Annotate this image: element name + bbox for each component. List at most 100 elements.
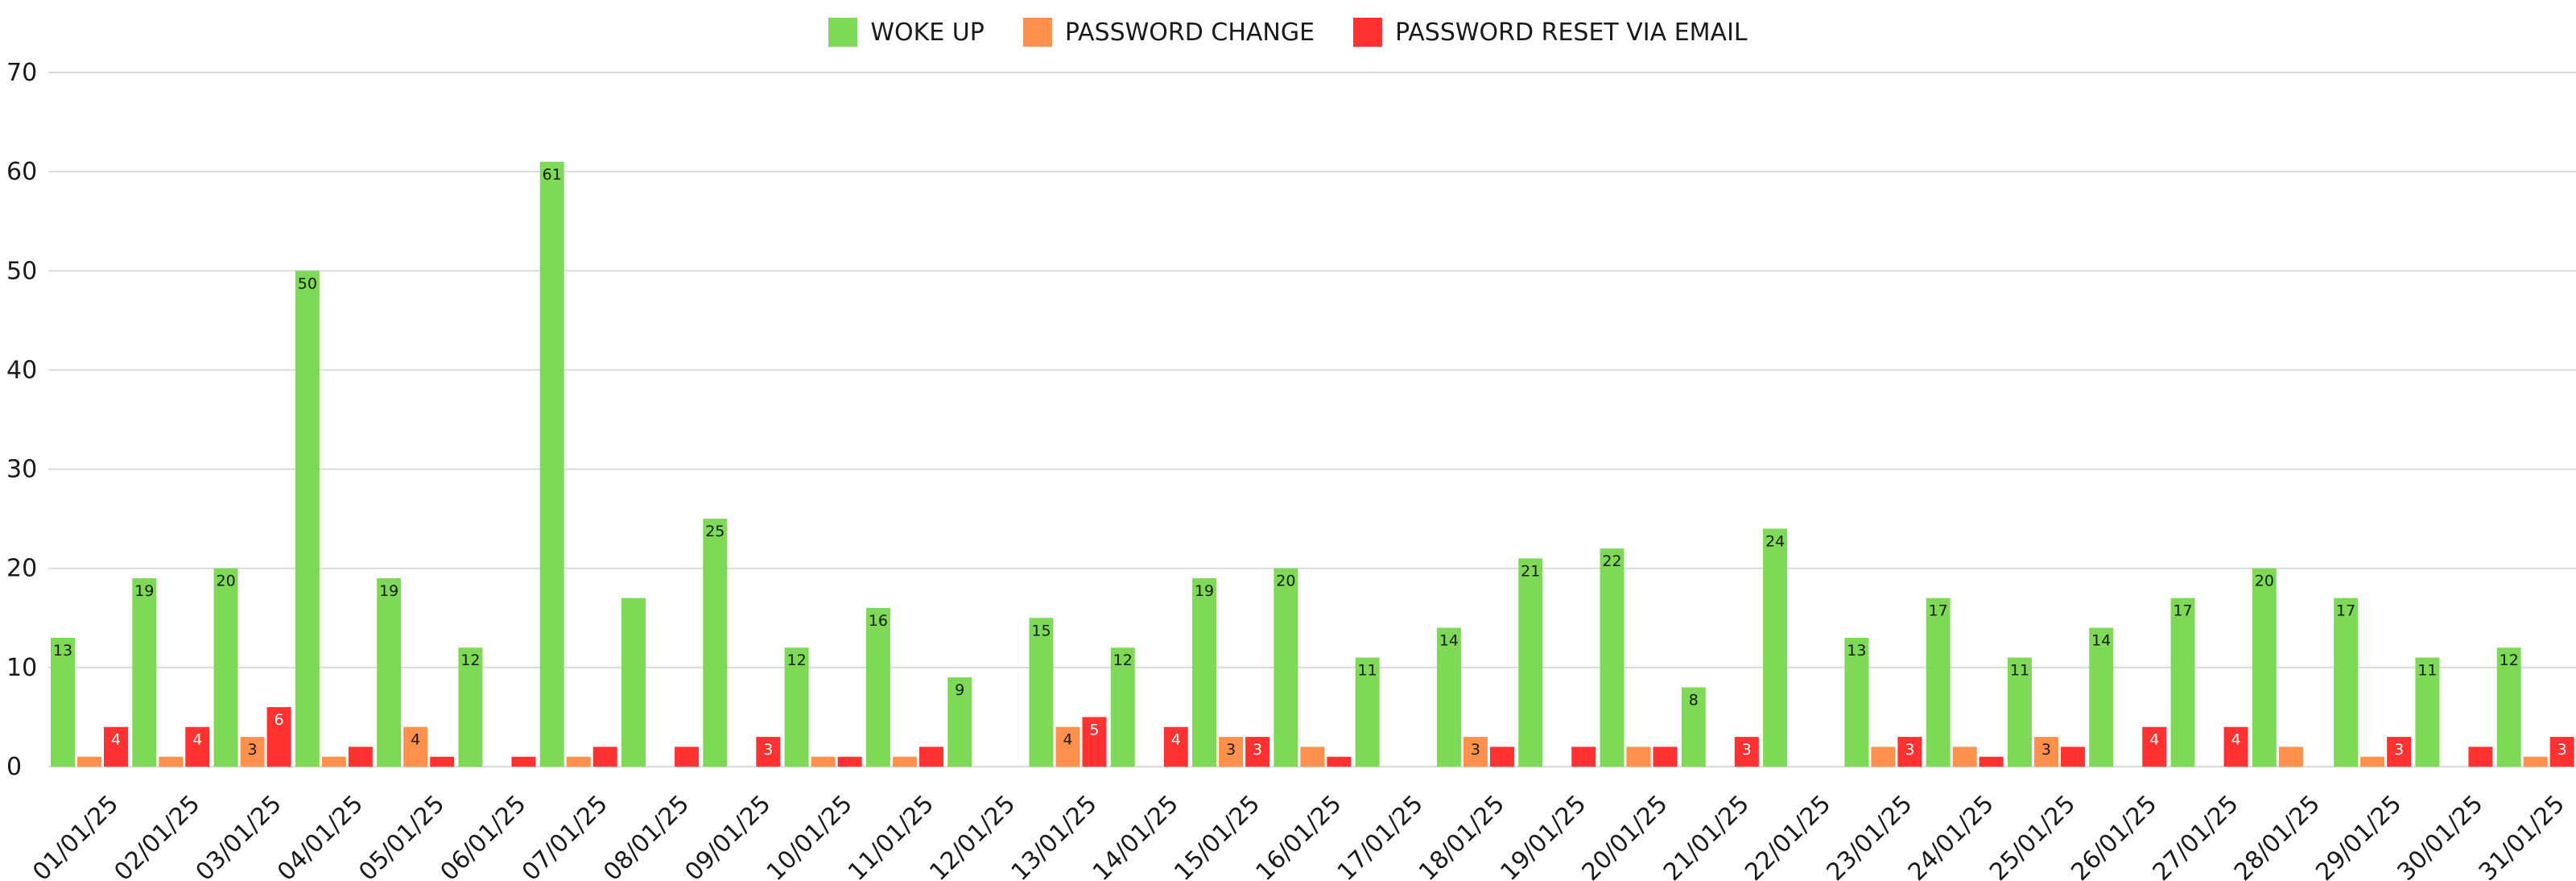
bar[interactable] [213, 568, 238, 767]
bar[interactable] [1219, 737, 1244, 767]
bar[interactable] [1681, 687, 1706, 767]
bar[interactable] [1926, 598, 1951, 767]
bar[interactable] [266, 707, 291, 767]
bar[interactable] [703, 519, 728, 767]
bar[interactable] [919, 747, 943, 767]
data-label: 19 [1195, 582, 1214, 600]
data-label: 4 [1171, 731, 1181, 749]
bar[interactable] [1055, 726, 1080, 767]
bar[interactable] [1952, 747, 1977, 767]
bar[interactable] [2496, 647, 2521, 767]
bar[interactable] [837, 756, 862, 767]
bar[interactable] [1653, 747, 1678, 767]
bar[interactable] [51, 637, 75, 767]
data-label: 17 [1929, 602, 1948, 620]
data-label: 24 [1765, 532, 1785, 550]
data-label: 50 [298, 275, 317, 292]
data-label: 3 [1742, 741, 1752, 759]
bar[interactable] [1436, 627, 1461, 767]
bar[interactable] [1518, 558, 1543, 767]
bar[interactable] [348, 747, 373, 767]
bar[interactable] [458, 647, 483, 767]
bar[interactable] [1489, 747, 1514, 767]
bar[interactable] [2089, 627, 2114, 767]
bar[interactable] [430, 756, 455, 767]
data-label: 12 [2500, 651, 2519, 669]
bar[interactable] [1082, 717, 1107, 767]
bar[interactable] [811, 756, 836, 767]
bar[interactable] [1844, 637, 1869, 767]
bar[interactable] [321, 756, 346, 767]
bar[interactable] [2278, 747, 2303, 767]
bar[interactable] [1245, 737, 1270, 767]
bar[interactable] [1734, 737, 1759, 767]
bar[interactable] [240, 737, 265, 767]
bar[interactable] [1871, 747, 1896, 767]
data-label: 22 [1602, 552, 1621, 570]
bar[interactable] [892, 756, 917, 767]
bar[interactable] [1763, 528, 1788, 767]
bar[interactable] [539, 161, 564, 767]
bar[interactable] [1463, 737, 1488, 767]
legend-item-password-reset[interactable]: PASSWORD RESET VIA EMAIL [1353, 18, 1748, 47]
data-label: 14 [1439, 632, 1459, 650]
bar[interactable] [511, 756, 536, 767]
bar[interactable] [2549, 737, 2574, 767]
bar[interactable] [1600, 548, 1624, 767]
bar[interactable] [2033, 737, 2058, 767]
data-label: 3 [1905, 741, 1914, 759]
bar[interactable] [756, 737, 781, 767]
bar[interactable] [566, 756, 591, 767]
bar[interactable] [1571, 747, 1596, 767]
data-label: 4 [111, 731, 121, 749]
data-label: 19 [134, 582, 154, 600]
bar[interactable] [132, 578, 157, 767]
bar[interactable] [159, 756, 184, 767]
bar[interactable] [2170, 598, 2195, 767]
legend: WOKE UP PASSWORD CHANGE PASSWORD RESET V… [0, 18, 2576, 47]
bar[interactable] [1626, 747, 1651, 767]
data-label: 3 [1253, 741, 1262, 759]
bar[interactable] [2252, 568, 2277, 767]
legend-item-woke-up[interactable]: WOKE UP [828, 18, 985, 47]
data-label: 3 [248, 741, 258, 759]
bar[interactable] [2468, 747, 2493, 767]
bar[interactable] [2387, 737, 2412, 767]
legend-item-password-change[interactable]: PASSWORD CHANGE [1022, 18, 1315, 47]
bar[interactable] [403, 726, 428, 767]
bar[interactable] [1163, 726, 1188, 767]
bar[interactable] [1274, 568, 1298, 767]
bar[interactable] [185, 726, 210, 767]
bar[interactable] [1355, 657, 1380, 767]
bar[interactable] [2415, 657, 2440, 767]
bar[interactable] [1300, 747, 1325, 767]
bar[interactable] [295, 271, 320, 767]
bar[interactable] [1979, 756, 2004, 767]
bar[interactable] [675, 747, 700, 767]
bar[interactable] [2334, 598, 2359, 767]
bar[interactable] [1192, 578, 1217, 767]
bar[interactable] [1897, 737, 1922, 767]
bar[interactable] [377, 578, 402, 767]
bar[interactable] [947, 677, 972, 767]
data-label: 3 [2041, 741, 2051, 759]
bar[interactable] [784, 647, 809, 767]
bar[interactable] [592, 747, 617, 767]
bar[interactable] [2223, 726, 2248, 767]
y-tick-label: 30 [6, 456, 37, 484]
bar[interactable] [77, 756, 101, 767]
bar[interactable] [1110, 647, 1135, 767]
bar[interactable] [104, 726, 128, 767]
bar[interactable] [2142, 726, 2167, 767]
data-label: 12 [787, 651, 807, 669]
bar[interactable] [2060, 747, 2085, 767]
bar[interactable] [621, 598, 646, 767]
bar[interactable] [1029, 618, 1054, 767]
data-label: 13 [53, 642, 72, 660]
bar[interactable] [865, 607, 890, 767]
bar[interactable] [2007, 657, 2032, 767]
bar[interactable] [1327, 756, 1352, 767]
bar[interactable] [2523, 756, 2548, 767]
bar[interactable] [2360, 756, 2385, 767]
